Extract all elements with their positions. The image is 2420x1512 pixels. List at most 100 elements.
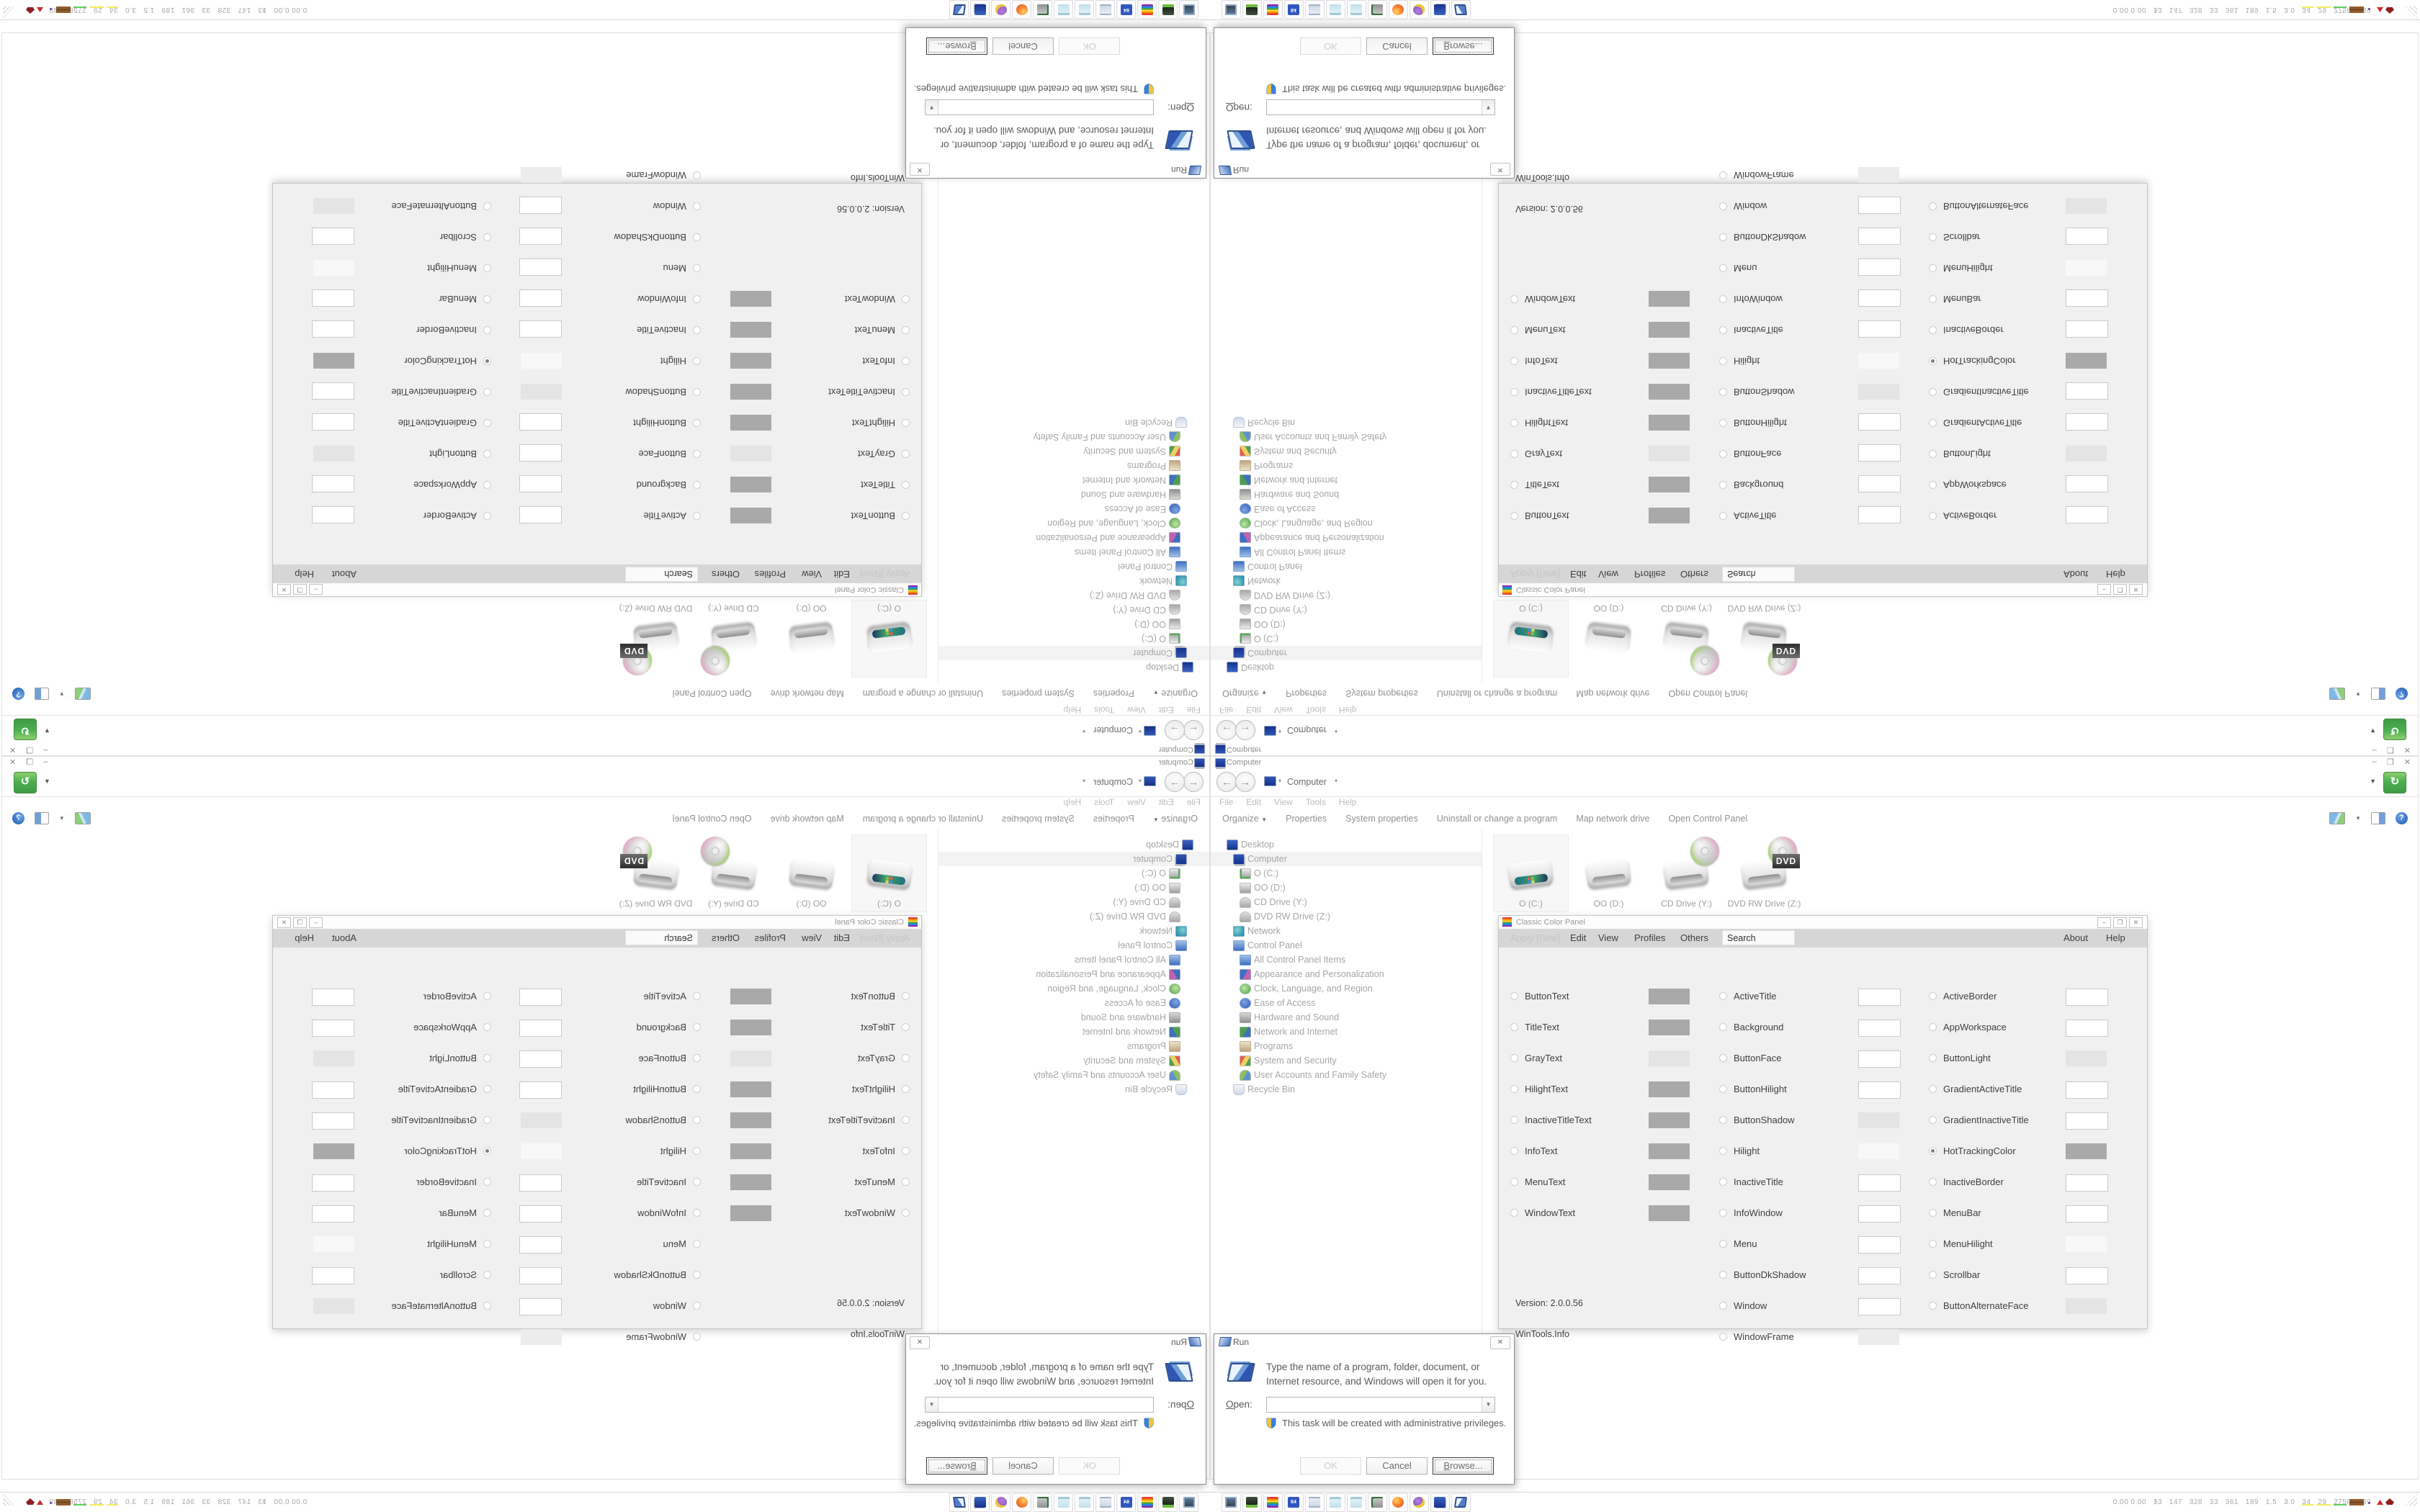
radio-gradientactivetitle[interactable]: [1929, 1085, 1937, 1093]
radio-background[interactable]: [1719, 1023, 1727, 1031]
tree-item-programs[interactable]: Programs: [1211, 1039, 1482, 1053]
drive-tile-o-c-[interactable]: O (C:): [851, 600, 927, 678]
radio-activeborder[interactable]: [1929, 512, 1937, 520]
menu-help[interactable]: Help: [1338, 797, 1357, 807]
taskbar-button-purple-avatar-app[interactable]: [991, 1493, 1010, 1512]
chevron-down-icon[interactable]: ▾: [1278, 728, 1282, 734]
tree-item-dvd-rw-drive-z-[interactable]: DVD RW Drive (Z:): [1211, 588, 1482, 603]
minimize-button[interactable]: –: [2097, 917, 2111, 928]
color-swatch-hottrackingcolor[interactable]: [2066, 353, 2107, 369]
radio-hottrackingcolor[interactable]: [1929, 1147, 1937, 1155]
minimize-button[interactable]: –: [43, 746, 48, 755]
radio-graytext[interactable]: [1510, 1054, 1518, 1062]
radio-gradientinactivetitle[interactable]: [1929, 1116, 1937, 1124]
menu-view[interactable]: View: [802, 569, 822, 580]
radio-windowframe[interactable]: [1719, 171, 1727, 179]
tree-item-appearance-and-personalization[interactable]: Appearance and Personalization: [1211, 531, 1482, 545]
color-swatch-menu[interactable]: [1858, 1236, 1901, 1254]
color-swatch-buttontext[interactable]: [730, 508, 771, 523]
menu-about[interactable]: About: [332, 932, 357, 943]
tree-item-dvd-rw-drive-z-[interactable]: DVD RW Drive (Z:): [1211, 909, 1482, 924]
chevron-down-icon[interactable]: ▾: [1335, 778, 1338, 784]
close-button[interactable]: ✕: [2129, 584, 2143, 595]
color-swatch-menuhilight[interactable]: [2066, 1236, 2107, 1252]
taskbar-button-system-monitor-app[interactable]: [1222, 0, 1241, 19]
open-combobox[interactable]: ▼: [1266, 1397, 1495, 1413]
change-view-icon[interactable]: [74, 812, 91, 824]
command-properties[interactable]: Properties: [1093, 814, 1134, 824]
radio-menuhilight[interactable]: [483, 1240, 491, 1248]
color-swatch-graytext[interactable]: [730, 1050, 771, 1066]
command-system-properties[interactable]: System properties: [1345, 688, 1418, 698]
color-swatch-buttonshadow[interactable]: [521, 1112, 562, 1128]
color-swatch-activetitle[interactable]: [519, 989, 562, 1006]
taskbar-button-notepad-app[interactable]: [1326, 0, 1345, 19]
menu-edit[interactable]: Edit: [1246, 705, 1262, 715]
menu-others[interactable]: Others: [711, 569, 740, 580]
color-swatch-infotext[interactable]: [730, 353, 771, 369]
ccp-titlebar[interactable]: Classic Color Panel – ❐ ✕: [1499, 916, 2147, 929]
menu-edit[interactable]: Edit: [1246, 797, 1262, 807]
refresh-button[interactable]: ↻: [14, 772, 37, 793]
close-button[interactable]: ✕: [277, 917, 291, 928]
menu-edit[interactable]: Edit: [1158, 797, 1174, 807]
menu-edit[interactable]: Edit: [1570, 569, 1587, 580]
tree-item-system-and-security[interactable]: System and Security: [1211, 444, 1482, 459]
organize-menu[interactable]: Organize ▼: [1222, 688, 1268, 698]
tree-item-computer[interactable]: Computer: [1211, 852, 1482, 866]
radio-buttondkshadow[interactable]: [693, 233, 701, 241]
color-swatch-hilighttext[interactable]: [730, 1081, 771, 1097]
color-swatch-activetitle[interactable]: [1858, 506, 1901, 523]
tree-item-network-and-internet[interactable]: Network and Internet: [938, 473, 1209, 487]
minimize-button[interactable]: –: [309, 584, 323, 595]
menu-help[interactable]: Help: [1063, 705, 1082, 715]
tree-item-o-c-[interactable]: O (C:): [1211, 866, 1482, 881]
color-swatch-hilight[interactable]: [521, 1143, 562, 1159]
tree-item-clock-language-and-region[interactable]: Clock, Language, and Region: [938, 981, 1209, 996]
restore-button[interactable]: ❐: [26, 745, 34, 754]
menu-about[interactable]: About: [2063, 569, 2088, 580]
color-swatch-menubar[interactable]: [312, 289, 354, 307]
cancel-button[interactable]: Cancel: [1366, 37, 1428, 55]
color-swatch-inactivetitle[interactable]: [1858, 320, 1901, 338]
close-icon[interactable]: ✕: [910, 1336, 930, 1349]
color-swatch-appworkspace[interactable]: [2066, 1020, 2108, 1037]
radio-inactivetitle[interactable]: [693, 1178, 701, 1186]
chevron-down-icon[interactable]: ▾: [1335, 728, 1338, 734]
chevron-down-icon[interactable]: ▼: [2355, 690, 2361, 697]
drive-tile-o-c-[interactable]: O (C:): [1493, 834, 1569, 912]
restore-button[interactable]: ❐: [293, 584, 307, 595]
run-titlebar[interactable]: Run ✕: [1214, 1334, 1514, 1349]
radio-gradientactivetitle[interactable]: [483, 419, 491, 427]
refresh-button[interactable]: ↻: [2383, 719, 2406, 740]
radio-buttonface[interactable]: [693, 450, 701, 458]
ccp-titlebar[interactable]: Classic Color Panel – ❐ ✕: [273, 916, 921, 929]
color-swatch-activeborder[interactable]: [2066, 506, 2108, 523]
radio-buttonshadow[interactable]: [1719, 388, 1727, 396]
taskbar-button-screen-capture-app[interactable]: [1368, 1493, 1387, 1512]
tree-item-recycle-bin[interactable]: Recycle Bin: [1211, 1082, 1482, 1097]
color-swatch-menuhilight[interactable]: [313, 260, 354, 276]
menu-help[interactable]: Help: [1063, 797, 1082, 807]
taskbar-button-screen-capture-app[interactable]: [1368, 0, 1387, 19]
radio-hottrackingcolor[interactable]: [1929, 357, 1937, 365]
tree-item-dvd-rw-drive-z-[interactable]: DVD RW Drive (Z:): [938, 588, 1209, 603]
color-swatch-gradientactivetitle[interactable]: [2066, 1081, 2108, 1099]
tree-item-clock-language-and-region[interactable]: Clock, Language, and Region: [1211, 981, 1482, 996]
radio-scrollbar[interactable]: [1929, 1271, 1937, 1279]
radio-scrollbar[interactable]: [1929, 233, 1937, 241]
color-swatch-titletext[interactable]: [1649, 477, 1690, 492]
color-swatch-buttondkshadow[interactable]: [1858, 228, 1901, 245]
breadcrumb[interactable]: Computer: [1287, 777, 1327, 787]
radio-windowtext[interactable]: [1510, 1209, 1518, 1217]
radio-menuhilight[interactable]: [1929, 264, 1937, 272]
menu-view[interactable]: View: [1274, 705, 1293, 715]
taskbar-button-classic-color-panel-app[interactable]: [1263, 1493, 1283, 1512]
taskbar-button-classic-color-panel-app[interactable]: [1137, 1493, 1157, 1512]
open-combobox[interactable]: ▼: [925, 99, 1154, 115]
radio-appworkspace[interactable]: [1929, 481, 1937, 489]
radio-inactiveborder[interactable]: [1929, 326, 1937, 334]
color-swatch-background[interactable]: [1858, 475, 1901, 492]
tree-item-o-c-[interactable]: O (C:): [938, 631, 1209, 646]
browse-button[interactable]: Browse...: [926, 37, 987, 55]
